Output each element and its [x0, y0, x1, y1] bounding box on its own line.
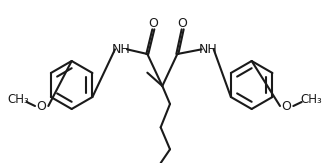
- Text: CH₃: CH₃: [301, 93, 322, 106]
- Text: NH: NH: [198, 43, 217, 56]
- Text: O: O: [37, 99, 47, 112]
- Text: O: O: [148, 17, 158, 30]
- Text: O: O: [282, 99, 292, 112]
- Text: O: O: [178, 17, 188, 30]
- Text: CH₃: CH₃: [8, 93, 29, 106]
- Text: NH: NH: [112, 43, 130, 56]
